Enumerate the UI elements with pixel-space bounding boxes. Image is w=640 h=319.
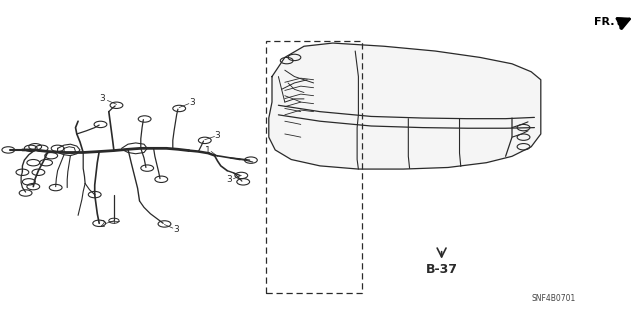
Bar [266,41,362,293]
Polygon shape [269,43,541,169]
Text: 1: 1 [205,146,211,155]
Text: FR.: FR. [594,17,614,27]
Text: 3: 3 [100,94,105,103]
Text: B-37: B-37 [426,263,458,276]
Text: 3: 3 [173,225,179,234]
Text: SNF4B0701: SNF4B0701 [531,294,576,303]
Text: 3: 3 [215,131,220,140]
Text: 3: 3 [189,98,195,107]
Text: 3: 3 [227,175,232,184]
Text: 2: 2 [100,220,105,229]
